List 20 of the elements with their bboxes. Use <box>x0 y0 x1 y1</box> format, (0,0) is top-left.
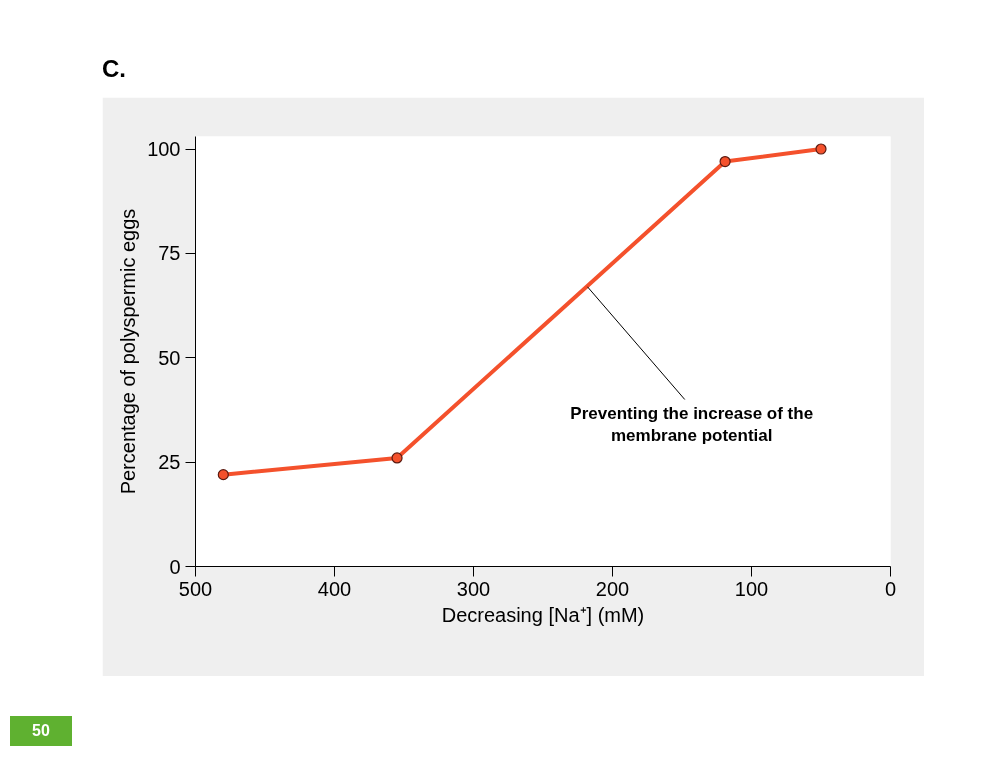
point <box>719 155 731 168</box>
y-tick-label: 100 <box>147 138 181 161</box>
point <box>217 469 229 481</box>
y-tick-label: 50 <box>158 346 181 369</box>
y-tick-label: 25 <box>158 451 181 474</box>
annotation: Preventing the increase of the membrane potential <box>570 403 814 446</box>
x-tick-label: 200 <box>595 577 630 600</box>
x-tick-label: 500 <box>178 577 213 600</box>
point <box>815 143 827 155</box>
x-axis-title: Decreasing [Na⁺] (mM) <box>441 603 645 626</box>
y-tick-label: 75 <box>158 242 181 265</box>
y-axis-title: Percentage of polyspermic eggs <box>117 208 140 495</box>
point <box>391 452 403 464</box>
x-tick-label: 0 <box>884 577 897 600</box>
x-tick-label: 100 <box>734 577 769 600</box>
x-tick-label: 400 <box>317 577 352 600</box>
chart-title: C. <box>102 55 126 82</box>
text: 50 <box>32 721 50 741</box>
y-tick-label: 0 <box>169 555 181 578</box>
x-tick-label: 300 <box>456 577 491 600</box>
